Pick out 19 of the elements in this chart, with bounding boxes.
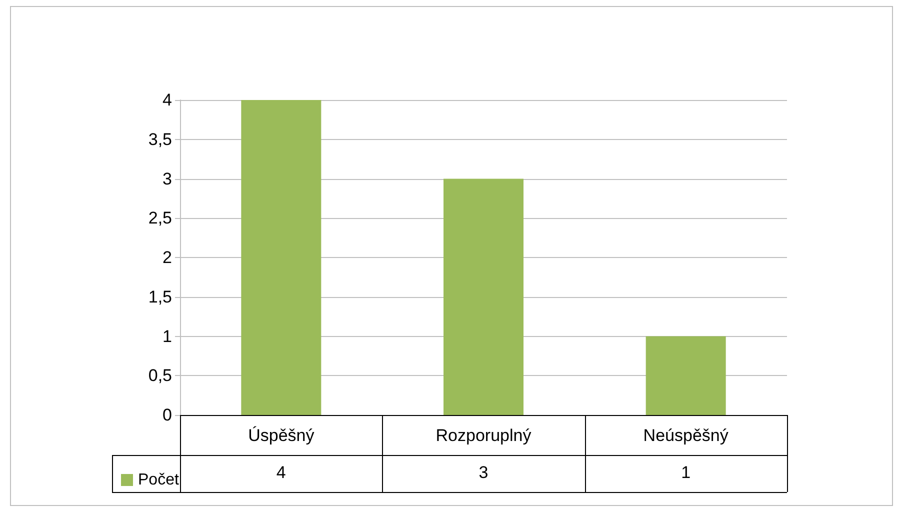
x-tick-label: Neúspěšný [643, 426, 729, 445]
y-tick-label: 3 [162, 169, 172, 188]
bar [444, 178, 524, 415]
data-label: 4 [275, 463, 287, 483]
bar [241, 100, 322, 415]
y-tick-label: 0 [162, 406, 172, 424]
bar [646, 336, 726, 415]
data-label: 1 [680, 463, 692, 483]
y-tick-label: 2 [162, 248, 172, 267]
y-tick-label: 3,5 [148, 130, 172, 149]
y-tick-label: 0,5 [148, 366, 172, 386]
x-tick-label: Úspěšný [248, 426, 315, 445]
y-tick-label: 1 [162, 326, 172, 346]
x-tick-label: Rozporuplný [436, 426, 532, 445]
y-tick-label: 2,5 [148, 208, 172, 228]
y-tick-label: 1,5 [148, 287, 172, 306]
data-label: 3 [478, 463, 490, 483]
y-tick-label: 4 [162, 90, 172, 110]
legend-label: Počet [138, 472, 180, 488]
